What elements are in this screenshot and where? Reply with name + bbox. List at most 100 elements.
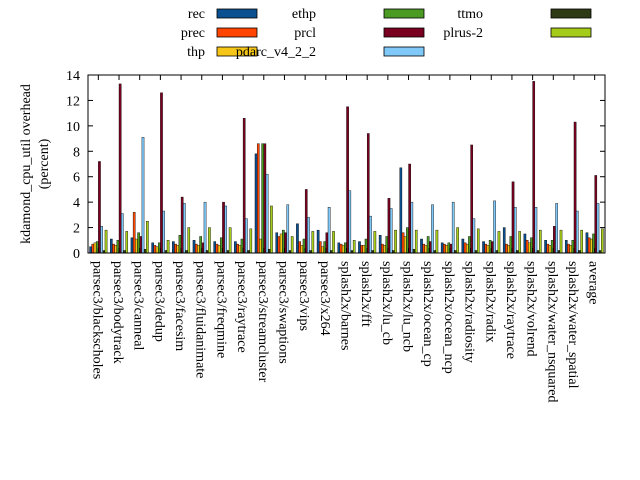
x-tick-label: parsec3/dedup — [151, 261, 166, 342]
bar-plrus-2 — [539, 229, 542, 254]
bar-prec — [215, 243, 219, 254]
plot-frame — [87, 74, 606, 254]
bar-rec — [130, 237, 134, 254]
bar-thp — [93, 242, 97, 254]
bar-prec — [443, 243, 446, 254]
x-axis-labels: parsec3/blackscholes parsec3/bodytrack par… — [89, 261, 600, 403]
bar-rec — [358, 241, 361, 254]
bar-pdarc_v4_2_2 — [493, 200, 496, 254]
bar-prcl — [346, 106, 349, 254]
bar-pdarc_v4_2_2 — [472, 218, 476, 254]
legend-label: prcl — [294, 26, 316, 41]
bar-pdarc_v4_2_2 — [286, 204, 290, 254]
bar-group — [275, 204, 294, 254]
bar-pdarc_v4_2_2 — [100, 226, 103, 254]
bar-thp — [197, 245, 200, 254]
bar-pdarc_v4_2_2 — [162, 210, 165, 254]
bar-plrus-2 — [559, 229, 563, 254]
legend-label: ethp — [292, 7, 316, 22]
bar-rec — [502, 227, 506, 254]
bar-thp — [590, 238, 593, 254]
bar-group — [296, 189, 315, 254]
bar-pdarc_v4_2_2 — [451, 201, 455, 254]
bar-prec — [546, 243, 550, 254]
y-tick-label: 2 — [73, 222, 80, 237]
bar-prec — [298, 241, 301, 254]
x-tick-label: splash2x/lu_cb — [379, 261, 394, 345]
bar-plrus-2 — [270, 205, 273, 254]
bar-group — [110, 83, 129, 254]
bar-prcl — [470, 144, 473, 254]
bar-pdarc_v4_2_2 — [183, 203, 186, 254]
bar-plrus-2 — [601, 228, 604, 254]
x-tick-label: splash2x/ocean_cp — [420, 261, 435, 367]
bar-ttmo — [143, 248, 147, 254]
bar-plrus-2 — [187, 227, 191, 254]
bar-thp — [155, 246, 159, 254]
bar-thp — [341, 245, 345, 254]
bar-thp — [259, 238, 262, 254]
bar-group — [89, 161, 108, 254]
bar-thp — [217, 245, 221, 254]
bar-prec — [339, 243, 343, 254]
bar-rec — [461, 238, 465, 254]
bar-plrus-2 — [104, 229, 108, 254]
x-tick-label: splash2x/radiosity — [462, 261, 477, 363]
bar-thp — [528, 242, 531, 254]
legend-item-thp: thp — [187, 45, 258, 60]
y-tick-label: 14 — [66, 69, 80, 84]
bar-plrus-2 — [476, 228, 480, 254]
x-tick-label: parsec3/fluidanimate — [193, 261, 208, 378]
bar-thp — [424, 245, 428, 254]
bar-pdarc_v4_2_2 — [203, 201, 207, 254]
x-tick-label: parsec3/swaptions — [276, 261, 291, 364]
bar-prcl — [532, 81, 536, 254]
bar-group — [585, 175, 604, 254]
legend-item-ttmo: ttmo — [457, 7, 592, 22]
bar-group — [234, 118, 253, 254]
bar-rec — [585, 232, 589, 254]
x-tick-label: average — [586, 261, 601, 305]
bar-prec — [236, 243, 239, 254]
bar-group — [213, 201, 232, 254]
bar-group — [378, 198, 397, 254]
bar-pdarc_v4_2_2 — [389, 208, 393, 254]
bar-pdarc_v4_2_2 — [513, 207, 517, 254]
x-tick-label: splash2x/ocean_ncp — [441, 261, 456, 374]
x-tick-label: parsec3/bodytrack — [110, 261, 125, 364]
bar-group — [254, 143, 273, 254]
bar-rec — [275, 232, 279, 254]
x-tick-label: splash2x/fft — [358, 261, 373, 327]
bar-thp — [135, 238, 138, 254]
bar-group — [130, 137, 149, 254]
bar-rec — [544, 240, 547, 254]
bar-thp — [465, 243, 469, 254]
bar-thp — [383, 245, 386, 254]
bar-prcl — [594, 175, 598, 254]
bar-group — [337, 106, 356, 254]
bar-prcl — [304, 189, 308, 254]
bar-plrus-2 — [373, 231, 377, 254]
bar-prec — [319, 241, 322, 254]
bar-rec — [172, 241, 175, 254]
bar-group — [502, 181, 521, 254]
bar-plrus-2 — [435, 229, 439, 254]
legend-label: pdarc_v4_2_2 — [236, 45, 316, 60]
bar-rec — [89, 246, 92, 254]
legend-label: prec — [181, 26, 205, 41]
y-tick-label: 12 — [66, 94, 80, 109]
bar-pdarc_v4_2_2 — [327, 207, 331, 254]
bar-pdarc_v4_2_2 — [369, 215, 372, 254]
bar-prec — [256, 143, 260, 254]
bar-group — [564, 121, 583, 254]
bar-prec — [174, 243, 177, 254]
y-axis-label-line-1: kdamond_cpu_util overhead — [19, 84, 34, 244]
bar-rec — [151, 242, 154, 254]
legend-item-plrus-2: plrus-2 — [443, 26, 592, 41]
x-tick-label: parsec3/x264 — [317, 261, 332, 336]
bar-rec — [399, 167, 403, 254]
bar-thp — [486, 245, 490, 254]
bar-prec — [277, 236, 281, 254]
bar-group — [358, 133, 377, 254]
bar-pdarc_v4_2_2 — [410, 201, 414, 254]
